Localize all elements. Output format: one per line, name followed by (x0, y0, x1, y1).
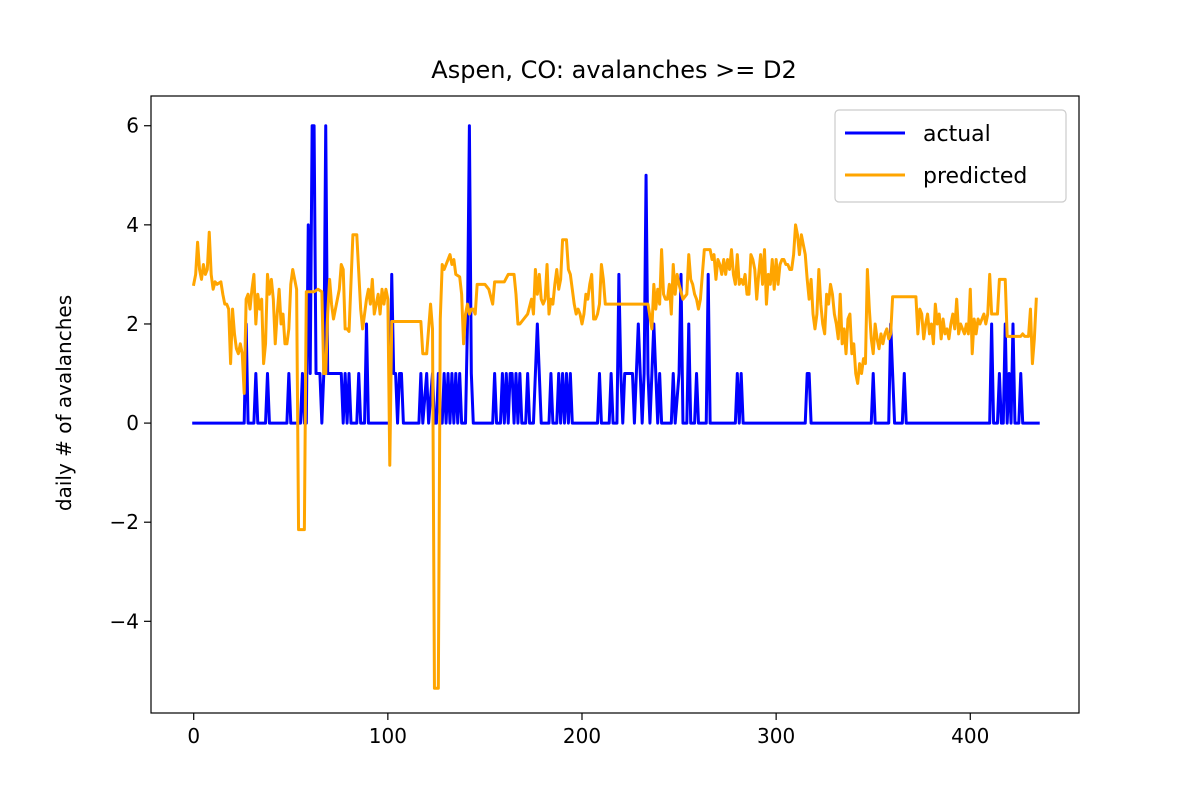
series-line-actual (192, 124, 1040, 425)
series-layer (191, 124, 1040, 690)
x-tick-label: 300 (757, 724, 795, 748)
series-line-predicted (191, 223, 1038, 690)
chart-title: Aspen, CO: avalanches >= D2 (431, 56, 796, 84)
y-tick-label: 4 (126, 213, 139, 237)
y-tick-label: −4 (110, 609, 139, 633)
y-tick-label: 0 (126, 411, 139, 435)
y-tick-label: 6 (126, 114, 139, 138)
legend-label-predicted: predicted (923, 164, 1027, 189)
plot-area (150, 95, 1080, 714)
legend-label-actual: actual (923, 122, 991, 147)
y-tick-label: 2 (126, 312, 139, 336)
y-tick-label: −2 (110, 510, 139, 534)
x-tick-label: 0 (187, 724, 200, 748)
x-tick-label: 100 (369, 724, 407, 748)
legend: actual predicted (834, 109, 1067, 203)
x-tick-label: 200 (563, 724, 601, 748)
axes-frame (150, 95, 1080, 714)
x-axis: 0 100 200 300 400 (187, 713, 989, 748)
y-axis: −4 −2 0 2 4 6 (110, 114, 151, 633)
x-tick-label: 400 (951, 724, 989, 748)
y-axis-label: daily # of avalanches (52, 295, 76, 511)
